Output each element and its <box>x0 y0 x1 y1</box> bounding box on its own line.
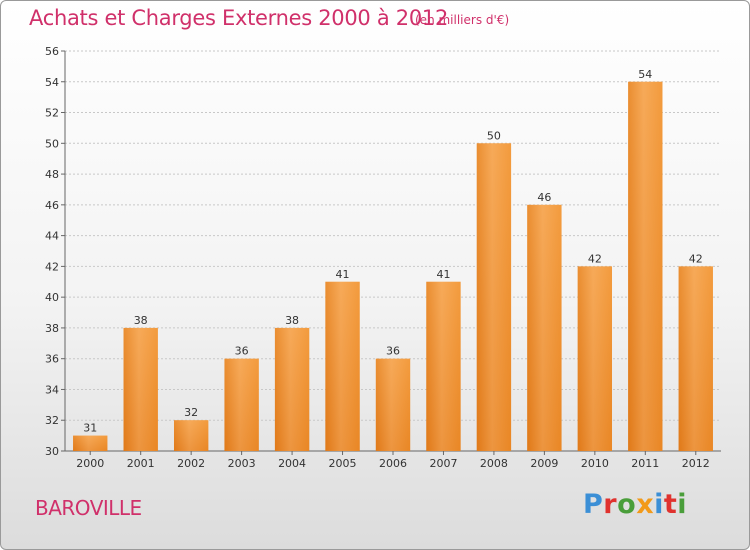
bar-shading <box>527 204 562 451</box>
y-tick-label: 30 <box>45 445 59 458</box>
y-tick-label: 36 <box>45 353 59 366</box>
x-tick-label: 2012 <box>682 457 710 470</box>
commune-name: BAROVILLE <box>35 496 142 520</box>
chart-unit: (en milliers d'€) <box>415 13 510 27</box>
y-tick-label: 40 <box>45 291 59 304</box>
bar-shading <box>577 266 613 451</box>
x-tick-label: 2000 <box>76 457 104 470</box>
data-label: 42 <box>689 252 703 265</box>
data-label: 31 <box>83 422 97 435</box>
logo-letter: P <box>583 489 604 520</box>
data-label: 32 <box>184 406 198 419</box>
x-tick-label: 2007 <box>429 457 457 470</box>
data-label: 41 <box>436 268 450 281</box>
chart-title: Achats et Charges Externes 2000 à 2012 <box>29 6 449 30</box>
logo-letter: o <box>617 489 637 520</box>
data-label: 54 <box>638 68 652 81</box>
x-tick-label: 2006 <box>379 457 407 470</box>
y-tick-label: 50 <box>45 137 59 150</box>
x-tick-label: 2011 <box>631 457 659 470</box>
bar-shading <box>325 281 360 451</box>
bar-shading <box>678 266 713 451</box>
y-tick-label: 32 <box>45 414 59 427</box>
x-tick-label: 2009 <box>530 457 558 470</box>
logo-letter: r <box>603 489 618 520</box>
x-tick-label: 2003 <box>228 457 256 470</box>
logo-letter: t <box>663 489 678 520</box>
data-label: 38 <box>134 314 148 327</box>
bar-shading <box>274 327 310 451</box>
data-label: 36 <box>386 345 400 358</box>
bar-shading <box>426 281 461 451</box>
data-label: 36 <box>235 345 249 358</box>
logo-letter: x <box>636 489 655 520</box>
bar-shading <box>173 420 209 451</box>
bar-shading <box>628 81 663 452</box>
y-tick-label: 46 <box>45 199 59 212</box>
data-label: 38 <box>285 314 299 327</box>
bar-shading <box>476 143 512 452</box>
logo-letter: i <box>677 489 688 520</box>
x-tick-label: 2008 <box>480 457 508 470</box>
bar-shading <box>123 327 158 451</box>
bar-shading <box>375 358 411 451</box>
y-tick-label: 44 <box>45 230 59 243</box>
proxiti-logo[interactable]: Proxiti <box>583 489 687 520</box>
y-tick-label: 56 <box>45 45 59 58</box>
data-label: 50 <box>487 129 501 142</box>
y-tick-label: 52 <box>45 107 59 120</box>
x-tick-label: 2010 <box>581 457 609 470</box>
x-tick-label: 2002 <box>177 457 205 470</box>
x-tick-label: 2005 <box>329 457 357 470</box>
y-tick-label: 54 <box>45 76 59 89</box>
bar-shading <box>224 358 259 451</box>
y-tick-label: 48 <box>45 168 59 181</box>
data-label: 46 <box>537 191 551 204</box>
x-tick-label: 2004 <box>278 457 306 470</box>
data-label: 42 <box>588 252 602 265</box>
y-tick-label: 42 <box>45 260 59 273</box>
bar-shading <box>73 435 108 451</box>
x-tick-label: 2001 <box>127 457 155 470</box>
y-tick-label: 38 <box>45 322 59 335</box>
y-tick-label: 34 <box>45 383 59 396</box>
data-label: 41 <box>336 268 350 281</box>
logo-letter: i <box>654 489 664 520</box>
